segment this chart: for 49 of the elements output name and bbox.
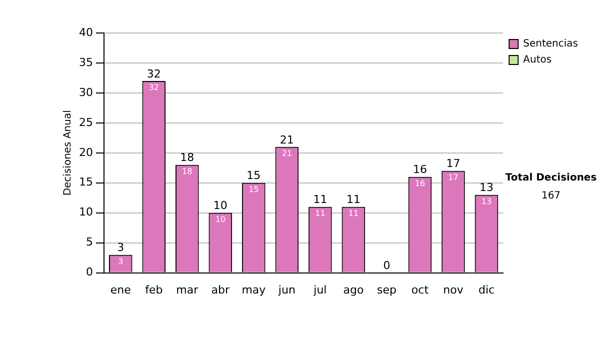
text: Total Decisiones	[505, 172, 597, 184]
data-label: 18	[182, 166, 192, 176]
x-tick-label: sep	[376, 283, 396, 296]
data-label: 11	[348, 208, 359, 218]
data-label: 17	[448, 172, 458, 182]
legend-label: Sentencias	[523, 38, 578, 50]
total-label: 3	[117, 241, 124, 254]
x-tick-label: abr	[211, 283, 230, 296]
x-tick-label: feb	[145, 283, 163, 296]
y-tick-label: 40	[78, 26, 93, 39]
y-tick-label: 25	[78, 116, 93, 129]
x-tick-label: ene	[110, 283, 132, 296]
total-label: 18	[180, 151, 194, 164]
data-label: 16	[414, 178, 426, 188]
x-tick-label: dic	[478, 283, 495, 296]
data-label: 32	[148, 83, 159, 92]
x-tick-label: jul	[312, 283, 327, 296]
data-label: 10	[215, 214, 226, 224]
y-axis-title: Decisiones Anual	[62, 110, 74, 196]
total-label: 16	[412, 163, 427, 176]
x-tick-label: mar	[176, 283, 199, 296]
x-tick-label: ago	[343, 283, 364, 296]
total-label: 11	[346, 193, 360, 206]
y-tick-label: 10	[78, 206, 93, 219]
data-label: 13	[481, 196, 492, 206]
total-label: 10	[213, 199, 228, 212]
legend-label: Autos	[523, 54, 552, 66]
x-tick-label: jun	[277, 283, 296, 296]
x-tick-label: may	[242, 283, 266, 296]
y-tick-label: 20	[78, 146, 93, 159]
y-tick-label: 5	[86, 236, 93, 249]
data-label: 11	[315, 208, 326, 218]
x-tick-label: oct	[411, 283, 430, 296]
total-label: 15	[246, 169, 261, 182]
y-tick-label: 30	[78, 86, 93, 99]
total-label: 11	[313, 193, 328, 206]
data-label: 15	[248, 184, 259, 194]
data-label: 21	[282, 148, 292, 158]
text: 167	[541, 190, 561, 202]
total-label: 0	[383, 259, 390, 272]
data-label: 3	[118, 256, 124, 266]
y-tick-label: 15	[78, 176, 93, 189]
y-tick-label: 35	[78, 56, 93, 69]
total-label: 17	[446, 157, 460, 170]
y-tick-label: 0	[86, 266, 93, 279]
x-tick-label: nov	[443, 283, 464, 296]
total-label: 21	[280, 133, 294, 146]
total-label: 32	[146, 67, 161, 80]
total-label: 13	[480, 181, 494, 194]
